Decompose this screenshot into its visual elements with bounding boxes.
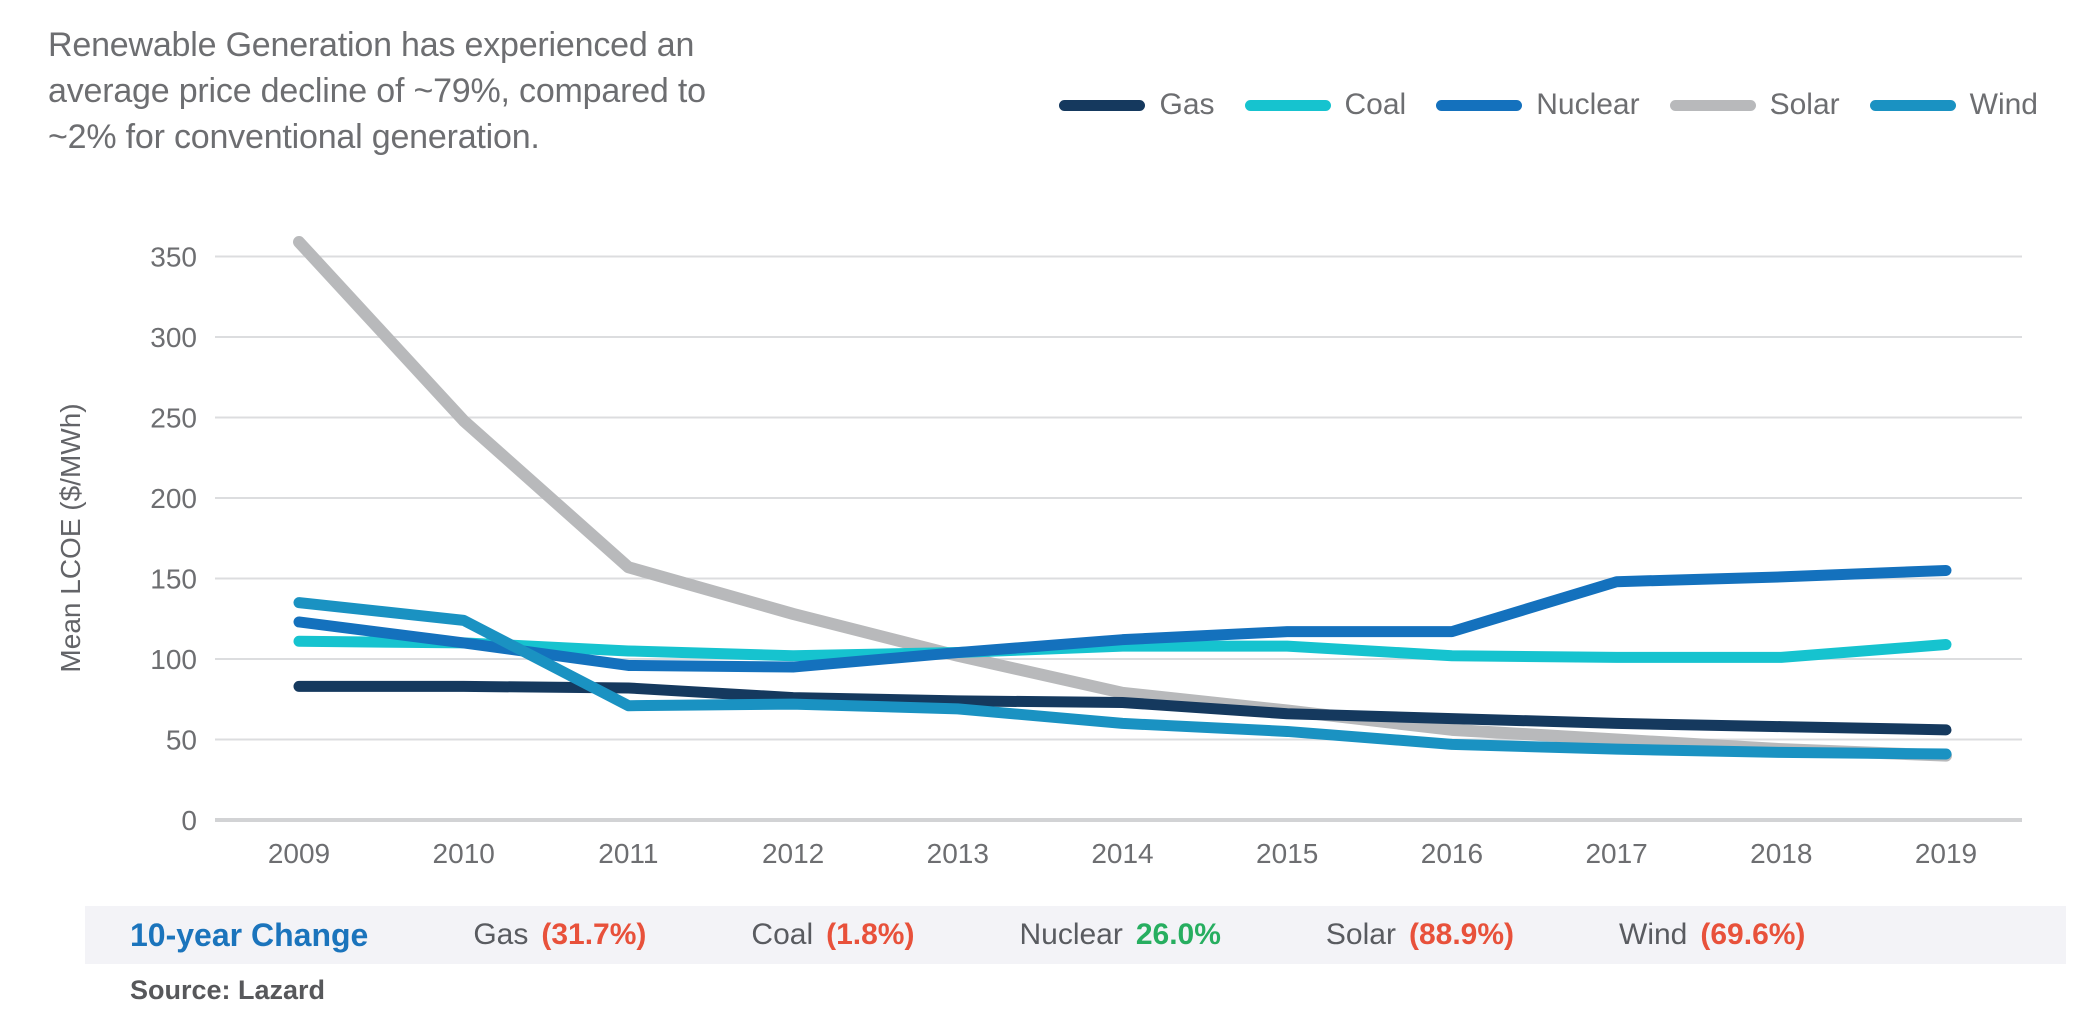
x-tick-label: 2013 — [927, 838, 989, 869]
change-item-wind: Wind (69.6%) — [1619, 918, 1805, 952]
change-item-label: Gas — [473, 918, 529, 951]
y-tick-label: 0 — [181, 805, 197, 836]
x-tick-label: 2017 — [1585, 838, 1647, 869]
legend-item-nuclear: Nuclear — [1436, 88, 1640, 122]
ten-year-change-band: 10-year Change Gas (31.7%) Coal (1.8%) N… — [85, 906, 2066, 964]
change-item-label: Solar — [1325, 918, 1396, 951]
series-line-wind — [293, 597, 1952, 760]
y-tick-label: 100 — [150, 644, 197, 675]
change-band-heading: 10-year Change — [130, 916, 369, 953]
change-item-value: 26.0% — [1135, 918, 1221, 951]
y-tick-label: 150 — [150, 564, 197, 595]
change-item-label: Wind — [1619, 918, 1688, 951]
nuclear-line-swatch-icon — [1436, 99, 1523, 111]
change-item-value: (69.6%) — [1700, 918, 1806, 951]
x-tick-label: 2010 — [433, 838, 495, 869]
series-line-nuclear — [293, 564, 1952, 673]
change-item-value: (31.7%) — [541, 918, 647, 951]
solar-line-swatch-icon — [1669, 99, 1756, 111]
series-line-coal — [293, 635, 1952, 663]
wind-line-swatch-icon — [1869, 99, 1956, 111]
x-tick-label: 2018 — [1750, 838, 1812, 869]
y-tick-label: 250 — [150, 403, 197, 434]
y-tick-label: 300 — [150, 322, 197, 353]
change-item-gas: Gas (31.7%) — [473, 918, 646, 952]
coal-line-swatch-icon — [1244, 99, 1331, 111]
legend-label: Gas — [1159, 88, 1215, 121]
source-attribution: Source: Lazard — [130, 975, 326, 1005]
legend-label: Wind — [1969, 88, 2038, 121]
series-line-solar — [293, 236, 1952, 762]
x-tick-label: 2012 — [762, 838, 824, 869]
change-item-label: Coal — [751, 918, 814, 951]
change-item-value: (88.9%) — [1408, 918, 1515, 951]
change-item-nuclear: Nuclear 26.0% — [1019, 918, 1220, 952]
change-item-coal: Coal (1.8%) — [751, 918, 914, 952]
x-tick-label: 2014 — [1091, 838, 1153, 869]
y-tick-label: 200 — [150, 483, 197, 514]
legend-item-solar: Solar — [1669, 88, 1840, 122]
legend-label: Nuclear — [1536, 88, 1640, 121]
figure-caption: Renewable Generation has experienced an … — [48, 26, 706, 156]
gas-line-swatch-icon — [1059, 99, 1146, 111]
x-tick-label: 2016 — [1421, 838, 1483, 869]
x-tick-label: 2009 — [268, 838, 330, 869]
legend-label: Coal — [1344, 88, 1407, 121]
x-tick-label: 2015 — [1256, 838, 1318, 869]
legend-item-coal: Coal — [1244, 88, 1407, 122]
y-axis-title: Mean LCOE ($/MWh) — [55, 403, 86, 672]
change-item-label: Nuclear — [1019, 918, 1123, 951]
legend-label: Solar — [1769, 88, 1840, 121]
y-tick-label: 50 — [166, 725, 197, 756]
y-tick-label: 350 — [150, 242, 197, 273]
series-line-gas — [293, 680, 1952, 736]
change-item-value: (1.8%) — [826, 918, 915, 951]
chart-legend: Gas Coal Nuclear Solar Wind — [1059, 88, 2038, 122]
legend-item-gas: Gas — [1059, 88, 1215, 122]
legend-item-wind: Wind — [1869, 88, 2038, 122]
x-tick-label: 2011 — [598, 838, 658, 869]
change-item-solar: Solar (88.9%) — [1326, 918, 1514, 952]
x-tick-label: 2019 — [1915, 838, 1977, 869]
